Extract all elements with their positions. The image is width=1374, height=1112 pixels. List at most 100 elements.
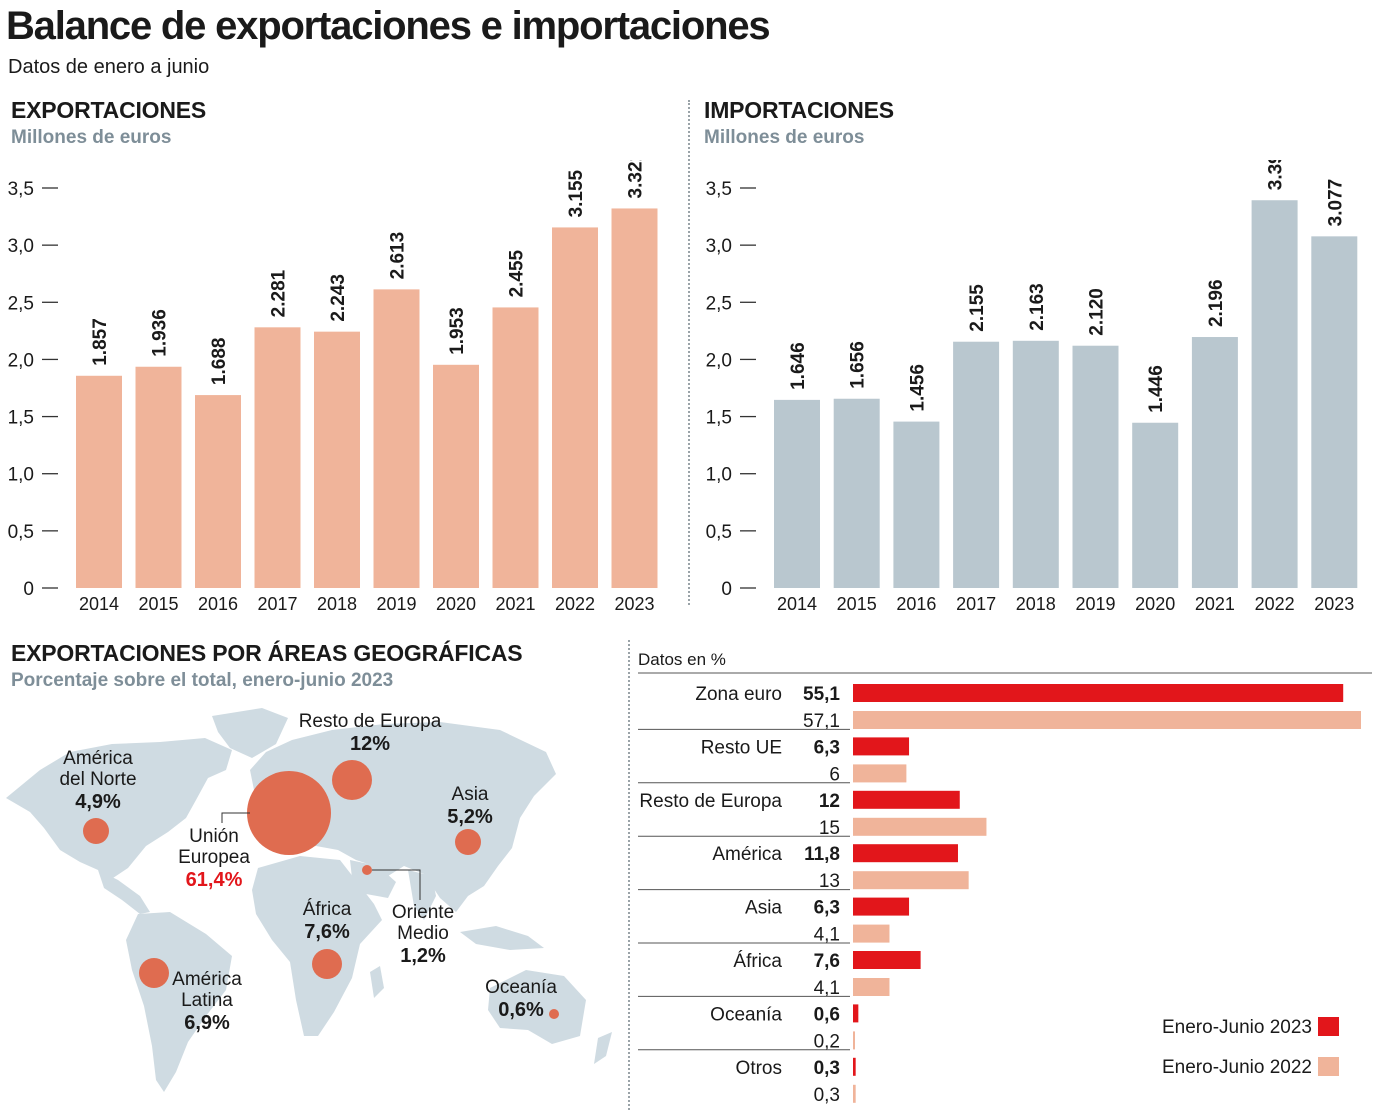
x-tick-label: 2019 (1075, 594, 1115, 614)
chart-note: Datos en % (638, 650, 726, 669)
bar (314, 331, 360, 588)
bar-2023 (853, 897, 910, 916)
region-name: América (172, 969, 242, 990)
value-2023-label: 0,3 (814, 1058, 840, 1079)
x-tick-label: 2019 (376, 594, 416, 614)
region-value: 0,6% (498, 999, 544, 1021)
value-2022-label: 0,2 (814, 1031, 840, 1052)
map-land (6, 708, 612, 1092)
y-tick-label: 1,0 (8, 465, 34, 486)
exports-title: EXPORTACIONES (11, 97, 207, 123)
region-bubble (332, 760, 372, 800)
x-tick-label: 2021 (1195, 594, 1235, 614)
legend-2023-label: Enero-Junio 2023 (1162, 1017, 1312, 1038)
x-tick-label: 2020 (1135, 594, 1175, 614)
value-2023-label: 7,6 (814, 951, 840, 972)
x-tick-label: 2014 (79, 594, 119, 614)
value-2022-label: 0,3 (814, 1085, 840, 1106)
value-2023-label: 6,3 (814, 737, 840, 758)
region-name: Europea (178, 847, 250, 868)
x-tick-label: 2015 (837, 594, 877, 614)
region-value: 12% (350, 733, 390, 755)
region-value: 1,2% (400, 945, 446, 967)
bar-2023 (853, 844, 958, 863)
bar (953, 341, 1000, 588)
bar-2022 (853, 871, 969, 890)
bar (373, 289, 420, 588)
bar-value-label: 1.456 (907, 364, 928, 412)
region-name: Resto de Europa (299, 711, 442, 732)
category-label: Zona euro (695, 684, 782, 705)
bar-2023 (853, 1057, 856, 1076)
x-tick-label: 2020 (436, 594, 476, 614)
x-tick-label: 2021 (495, 594, 535, 614)
areas-plot: Datos en % Zona euro 55,1 57,1 Resto UE 6,3 6 R… (638, 650, 1372, 1106)
region-bubble (83, 818, 109, 844)
bar (611, 208, 658, 588)
y-tick-label: 2,5 (8, 293, 34, 314)
y-tick-label: 1,0 (706, 465, 732, 486)
value-2023-label: 0,6 (814, 1004, 840, 1025)
y-tick-label: 0,5 (706, 522, 732, 543)
x-tick-label: 2023 (1314, 594, 1354, 614)
bar-2022 (853, 1031, 855, 1050)
map-subtitle: Porcentaje sobre el total, enero-junio 2… (11, 670, 394, 691)
category-label: Asia (745, 898, 782, 919)
region-bubble (549, 1009, 559, 1019)
bar-2022 (853, 1084, 856, 1103)
bar-value-label: 2.455 (507, 249, 528, 297)
category-label: Resto UE (701, 737, 782, 758)
value-2022-label: 15 (819, 818, 840, 839)
x-tick-label: 2018 (1016, 594, 1056, 614)
bar (254, 327, 301, 588)
bar-2023 (853, 684, 1344, 702)
bar-value-label: 3.155 (566, 169, 587, 217)
region-name: Medio (397, 923, 449, 944)
bar (1072, 345, 1119, 588)
x-tick-label: 2017 (956, 594, 996, 614)
bar-value-label: 2.613 (388, 232, 409, 280)
bar-value-label: 1.656 (848, 341, 869, 389)
bar-2023 (853, 737, 910, 756)
bar-value-label: 3.077 (1325, 179, 1346, 227)
top-divider (688, 100, 690, 605)
x-tick-label: 2016 (896, 594, 936, 614)
bar-value-label: 2.163 (1027, 283, 1048, 331)
region-value: 6,9% (184, 1012, 230, 1034)
region-name: América (63, 748, 133, 769)
region-value: 7,6% (304, 921, 350, 943)
y-tick-label: 0,5 (8, 522, 34, 543)
value-2022-label: 4,1 (814, 978, 840, 999)
bar-value-label: 1.936 (150, 309, 171, 357)
value-2023-label: 12 (819, 791, 840, 812)
imports-subtitle: Millones de euros (704, 127, 865, 148)
region-name: del Norte (59, 769, 136, 790)
bar (76, 375, 122, 588)
y-tick-label: 1,5 (8, 408, 34, 429)
bar (1012, 340, 1059, 588)
bar-value-label: 2.243 (328, 274, 349, 322)
exports-plot: 0 0,5 1,0 1,5 2,0 2,5 3,0 3,5 1.857 2014 1.936 2015… (8, 160, 658, 614)
leader-line (372, 869, 421, 900)
bar (492, 307, 539, 588)
areas-bar-chart: Datos en % Zona euro 55,1 57,1 Resto UE 6,3 6 R… (638, 650, 1372, 1106)
legend-2022-swatch (1318, 1057, 1339, 1076)
imports-plot: 0 0,5 1,0 1,5 2,0 2,5 3,0 3,5 1.646 2014 1.656 2015… (706, 160, 1358, 614)
legend-2022-label: Enero-Junio 2022 (1162, 1057, 1312, 1078)
y-tick-label: 0 (23, 579, 34, 600)
bottom-divider (628, 640, 630, 1110)
x-tick-label: 2016 (198, 594, 238, 614)
region-value: 61,4% (186, 869, 243, 891)
bar-2023 (853, 790, 960, 809)
category-label: África (733, 951, 782, 972)
region-bubble (455, 829, 481, 855)
x-tick-label: 2017 (257, 594, 297, 614)
value-2023-label: 6,3 (814, 898, 840, 919)
region-bubble (247, 771, 331, 855)
x-tick-label: 2022 (1255, 594, 1295, 614)
region-name: Unión (189, 826, 239, 847)
y-tick-label: 2,0 (706, 350, 732, 371)
y-tick-label: 2,0 (8, 350, 34, 371)
bar-value-label: 2.155 (967, 284, 988, 332)
